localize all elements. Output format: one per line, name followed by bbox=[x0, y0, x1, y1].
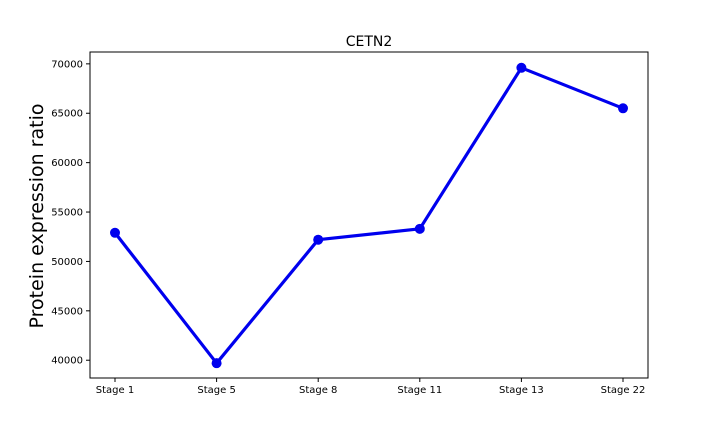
series-group bbox=[110, 62, 628, 369]
chart-title: CETN2 bbox=[346, 34, 393, 50]
x-axis-ticks: Stage 1 Stage 5 Stage 8 Stage 11 Stage 13 Sta… bbox=[96, 378, 646, 396]
data-point bbox=[618, 103, 628, 114]
plot-frame bbox=[89, 51, 649, 379]
y-axis-label: Protein expression ratio bbox=[26, 104, 48, 329]
data-point bbox=[313, 234, 324, 245]
data-point bbox=[516, 62, 527, 73]
y-axis-ticks: 40000 45000 50000 55000 60000 65000 70000 bbox=[51, 59, 90, 367]
y-tick-label: 40000 bbox=[51, 356, 83, 367]
series-line bbox=[113, 66, 624, 365]
x-tick-label: Stage 5 bbox=[197, 385, 235, 396]
y-tick-label: 50000 bbox=[51, 257, 83, 268]
x-tick-label: Stage 1 bbox=[96, 385, 134, 396]
x-tick-label: Stage 13 bbox=[499, 385, 544, 396]
x-tick-label: Stage 22 bbox=[601, 385, 646, 396]
y-tick-label: 55000 bbox=[51, 208, 83, 219]
y-tick-label: 65000 bbox=[51, 109, 83, 120]
data-point bbox=[211, 358, 222, 369]
data-point bbox=[110, 227, 120, 238]
x-tick-label: Stage 11 bbox=[397, 385, 442, 396]
y-tick-label: 70000 bbox=[51, 59, 83, 70]
y-tick-label: 60000 bbox=[51, 158, 83, 169]
data-point bbox=[414, 223, 425, 234]
y-tick-label: 45000 bbox=[51, 306, 83, 317]
x-tick-label: Stage 8 bbox=[299, 385, 337, 396]
